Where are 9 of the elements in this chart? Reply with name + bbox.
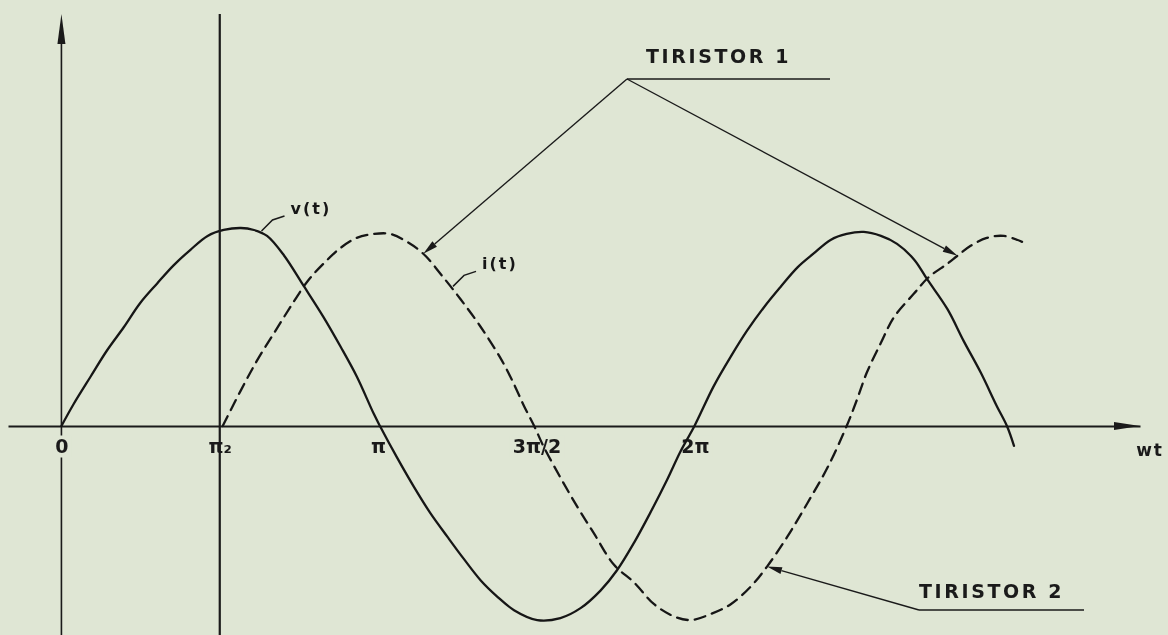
- text: TIRISTOR 1: [646, 45, 791, 67]
- x-tick-label: 3π/2: [512, 435, 562, 458]
- x-tick-label: 0: [55, 435, 69, 458]
- text: i(t): [482, 254, 518, 274]
- x-tick-label: π: [371, 435, 387, 458]
- series-label: v(t): [290, 198, 332, 218]
- x-axis-title: wt: [1136, 440, 1164, 460]
- annotation: TIRISTOR 2: [919, 580, 1064, 602]
- x-tick-label: 2π: [681, 435, 710, 458]
